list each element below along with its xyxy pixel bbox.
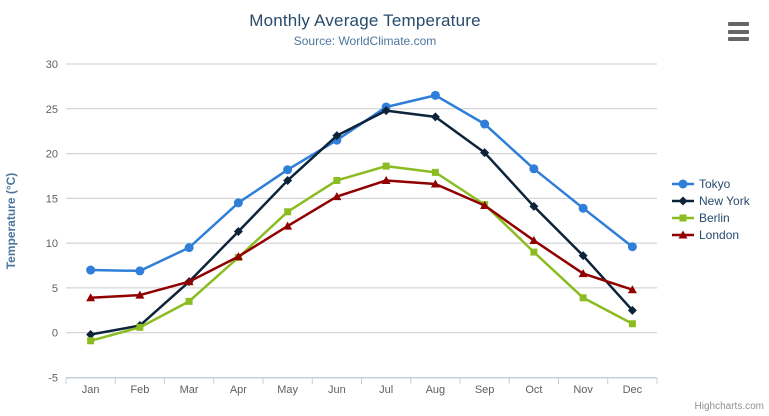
y-tick-label: 15 bbox=[46, 193, 58, 205]
series-new-york[interactable] bbox=[86, 106, 637, 340]
triangle-marker-icon bbox=[672, 230, 694, 239]
y-tick-label: 30 bbox=[46, 59, 58, 71]
x-tick-label: Dec bbox=[623, 384, 643, 396]
x-tick-label: Aug bbox=[426, 384, 446, 396]
series-tokyo[interactable] bbox=[86, 90, 637, 276]
legend-item-new-york[interactable]: New York bbox=[672, 193, 750, 209]
y-tick-label: -5 bbox=[48, 373, 58, 385]
x-tick-label: Oct bbox=[525, 384, 542, 396]
x-tick-label: Feb bbox=[130, 384, 149, 396]
x-tick-label: Nov bbox=[573, 384, 593, 396]
credits-link[interactable]: Highcharts.com bbox=[694, 401, 764, 412]
y-tick-label: 5 bbox=[52, 283, 58, 295]
context-menu-button[interactable] bbox=[728, 22, 749, 41]
legend-item-berlin[interactable]: Berlin bbox=[672, 210, 750, 226]
legend-item-london[interactable]: London bbox=[672, 227, 750, 243]
y-tick-label: 0 bbox=[52, 328, 58, 340]
y-tick-label: 20 bbox=[46, 149, 58, 161]
y-axis-labels: -5 0 5 10 15 20 25 30 bbox=[46, 59, 58, 385]
hamburger-icon bbox=[728, 37, 749, 41]
circle-marker-icon bbox=[672, 179, 694, 189]
legend-label: London bbox=[699, 228, 740, 242]
x-axis: Jan Feb Mar Apr May Jun Jul Aug Sep Oct Nov Dec bbox=[65, 377, 658, 396]
y-axis-title: Temperature (°C) bbox=[4, 173, 18, 270]
square-marker-icon bbox=[672, 214, 694, 222]
chart-subtitle: Source: WorldClimate.com bbox=[293, 34, 437, 48]
y-tick-label: 25 bbox=[46, 104, 58, 116]
y-tick-label: 10 bbox=[46, 238, 58, 250]
legend-label: Tokyo bbox=[699, 177, 731, 191]
x-tick-label: Sep bbox=[475, 384, 495, 396]
series-london[interactable] bbox=[86, 175, 637, 302]
x-tick-label: Jun bbox=[328, 384, 346, 396]
x-tick-label: May bbox=[277, 384, 298, 396]
hamburger-icon bbox=[728, 22, 749, 26]
series-group bbox=[86, 90, 637, 345]
chart-title: Monthly Average Temperature bbox=[249, 11, 481, 30]
x-tick-label: Jul bbox=[379, 384, 393, 396]
legend-item-tokyo[interactable]: Tokyo bbox=[672, 176, 750, 192]
x-tick-label: Apr bbox=[230, 384, 247, 396]
legend: Tokyo New York Berlin London bbox=[672, 176, 750, 243]
hamburger-icon bbox=[728, 29, 749, 34]
diamond-marker-icon bbox=[672, 196, 694, 206]
x-tick-label: Mar bbox=[180, 384, 199, 396]
gridlines bbox=[66, 63, 657, 378]
legend-label: New York bbox=[699, 194, 750, 208]
legend-label: Berlin bbox=[699, 211, 730, 225]
x-tick-label: Jan bbox=[82, 384, 100, 396]
